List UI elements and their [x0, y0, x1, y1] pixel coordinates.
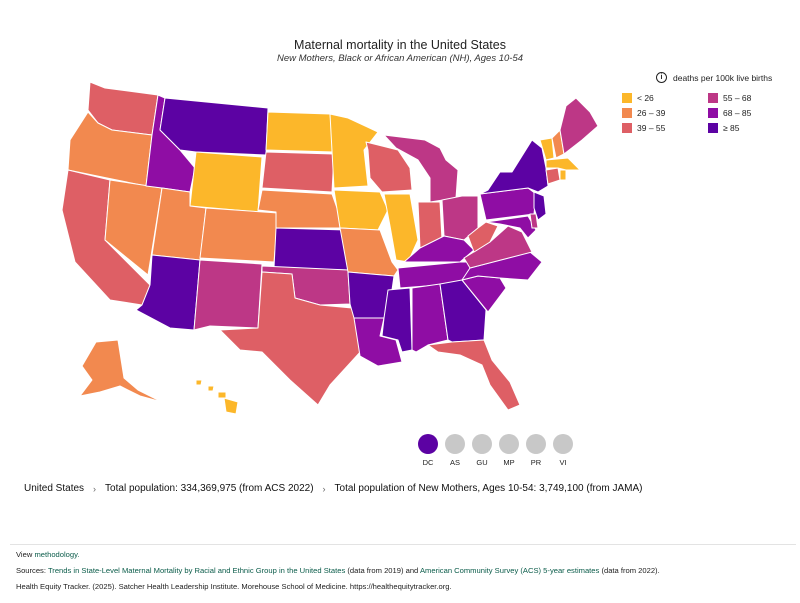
state-wy[interactable]: [189, 151, 263, 213]
territory-vi[interactable]: VI: [553, 434, 573, 467]
legend-swatch: [708, 123, 718, 133]
territory-dot[interactable]: [472, 434, 492, 454]
state-mo[interactable]: [339, 227, 399, 277]
legend-swatch: [622, 93, 632, 103]
total-population: Total population: 334,369,975 (from ACS …: [105, 483, 314, 494]
state-nc[interactable]: [461, 251, 543, 281]
state-wi[interactable]: [365, 141, 413, 193]
territory-mp[interactable]: MP: [499, 434, 519, 467]
state-tx[interactable]: [219, 271, 363, 406]
source-link-acs[interactable]: American Community Survey (ACS) 5-year e…: [419, 566, 600, 575]
legend-item: 55 – 68: [708, 93, 788, 103]
chevron-right-icon: ›: [93, 483, 97, 494]
legend-header: deaths per 100k live births: [673, 72, 773, 83]
state-mt[interactable]: [159, 97, 269, 156]
legend-swatch: [622, 108, 632, 118]
state-ny[interactable]: [479, 139, 549, 195]
chevron-right-icon: ›: [322, 483, 326, 494]
territory-pr[interactable]: PR: [526, 434, 546, 467]
legend-swatch: [708, 108, 718, 118]
state-ks[interactable]: [273, 227, 349, 271]
state-ct[interactable]: [545, 167, 561, 185]
state-hi[interactable]: [195, 379, 239, 415]
state-nm[interactable]: [193, 259, 263, 331]
state-fl[interactable]: [427, 339, 521, 411]
state-nd[interactable]: [265, 111, 335, 153]
state-nj[interactable]: [533, 191, 547, 221]
territory-dot[interactable]: [526, 434, 546, 454]
state-mn[interactable]: [329, 113, 379, 189]
territory-dot[interactable]: [499, 434, 519, 454]
territory-dot[interactable]: [553, 434, 573, 454]
legend-item: 68 – 85: [708, 108, 788, 118]
state-ia[interactable]: [333, 189, 389, 231]
legend-item: 26 – 39: [622, 108, 708, 118]
legend-swatch: [708, 93, 718, 103]
state-me[interactable]: [559, 97, 599, 155]
methodology-link[interactable]: methodology.: [34, 550, 80, 559]
territory-as[interactable]: AS: [445, 434, 465, 467]
state-ak[interactable]: [79, 339, 163, 403]
state-sd[interactable]: [261, 151, 335, 193]
territory-dc[interactable]: DC: [418, 434, 438, 467]
citation: Health Equity Tracker. (2025). Satcher H…: [16, 582, 452, 591]
territory-dot[interactable]: [418, 434, 438, 454]
source-link-maternal-mortality[interactable]: Trends in State-Level Maternal Mortality…: [47, 566, 346, 575]
map-legend: i deaths per 100k live births < 26 55 – …: [622, 72, 792, 133]
state-md[interactable]: [485, 215, 537, 239]
territory-list: DC AS GU MP PR VI: [418, 434, 573, 467]
territory-gu[interactable]: GU: [472, 434, 492, 467]
footer-divider: [10, 544, 796, 545]
methodology-line: View methodology.: [16, 550, 80, 559]
location-label: United States: [24, 483, 85, 494]
legend-swatch: [622, 123, 632, 133]
legend-item: 39 – 55: [622, 123, 708, 133]
map-title: Maternal mortality in the United States: [294, 38, 506, 52]
us-choropleth-map: [61, 81, 599, 415]
state-vt[interactable]: [539, 137, 555, 161]
state-il[interactable]: [383, 193, 419, 263]
legend-item: < 26: [622, 93, 708, 103]
state-co[interactable]: [199, 207, 279, 263]
sources-line: Sources: Trends in State-Level Maternal …: [16, 566, 660, 575]
state-ma[interactable]: [545, 157, 581, 171]
population-stats: United States › Total population: 334,36…: [24, 483, 642, 494]
info-icon[interactable]: i: [656, 72, 667, 83]
state-wv[interactable]: [467, 221, 499, 253]
mothers-population: Total population of New Mothers, Ages 10…: [334, 483, 643, 494]
state-ms[interactable]: [381, 287, 413, 353]
state-nv[interactable]: [104, 179, 163, 276]
state-de[interactable]: [529, 213, 539, 229]
legend-item: ≥ 85: [708, 123, 788, 133]
state-ri[interactable]: [559, 169, 567, 181]
map-subtitle: New Mothers, Black or African American (…: [276, 53, 524, 64]
territory-dot[interactable]: [445, 434, 465, 454]
